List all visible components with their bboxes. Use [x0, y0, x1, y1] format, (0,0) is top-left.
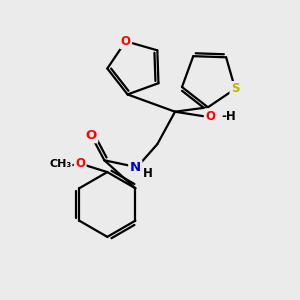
Text: O: O [75, 157, 85, 170]
Text: CH₃: CH₃ [49, 159, 71, 169]
Text: -H: -H [221, 110, 236, 123]
Text: H: H [143, 167, 153, 180]
Text: O: O [206, 110, 215, 123]
Text: N: N [130, 161, 141, 174]
Text: S: S [231, 82, 239, 95]
Text: O: O [85, 129, 97, 142]
Text: O: O [121, 35, 131, 48]
